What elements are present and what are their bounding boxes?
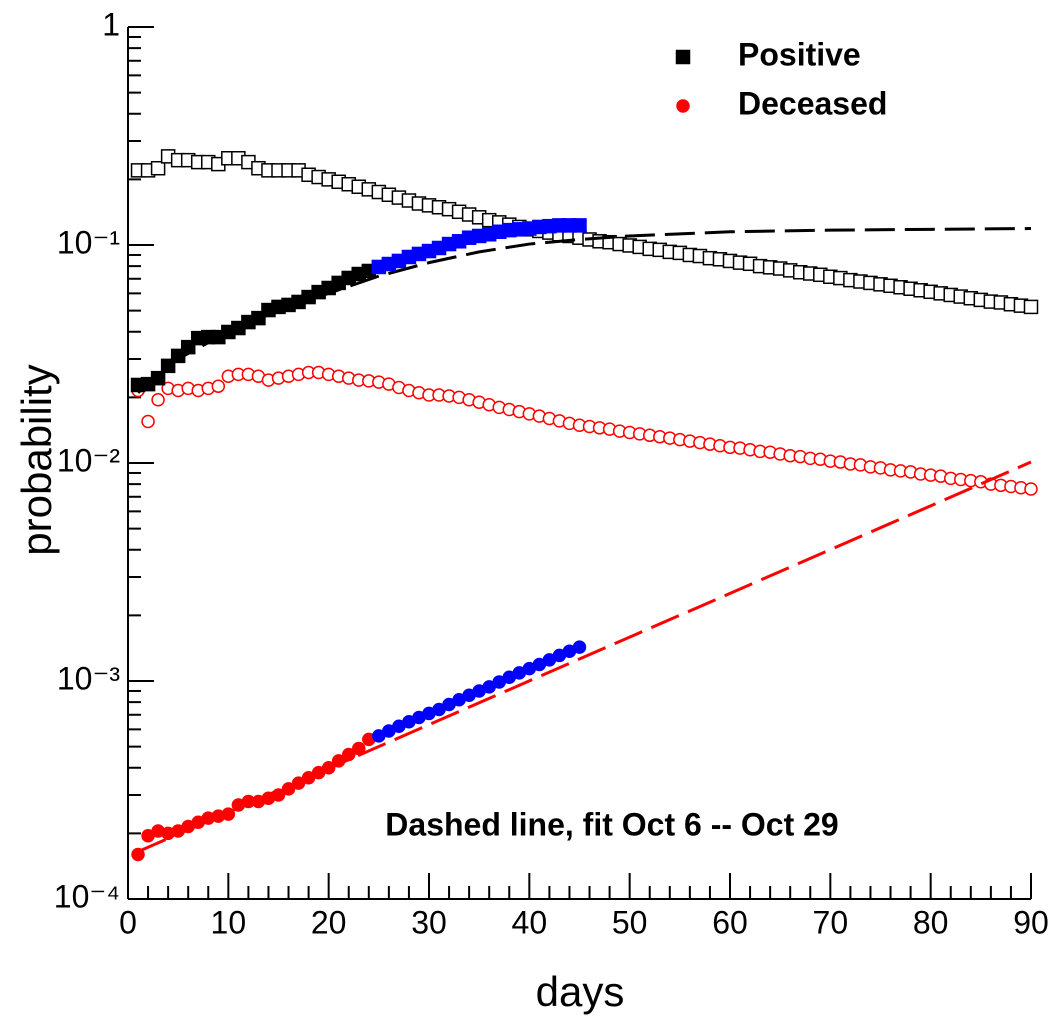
legend-label: Positive	[738, 36, 861, 72]
x-tick-label: 90	[1013, 904, 1049, 940]
marker	[271, 788, 286, 802]
marker	[1023, 299, 1039, 315]
x-tick-label: 10	[211, 904, 247, 940]
legend-marker	[675, 49, 691, 65]
marker	[221, 807, 236, 821]
marker	[211, 379, 226, 393]
marker	[572, 218, 587, 233]
y-tick-label: 10⁻³	[57, 660, 120, 696]
marker	[572, 640, 587, 654]
y-tick-label: 10⁻¹	[57, 224, 120, 260]
x-tick-label: 40	[512, 904, 548, 940]
legend-entry: Positive	[675, 36, 861, 72]
x-tick-label: 0	[119, 904, 137, 940]
marker	[150, 370, 166, 386]
x-tick-label: 60	[712, 904, 748, 940]
x-tick-label: 70	[813, 904, 849, 940]
marker	[352, 741, 366, 756]
y-tick-label: 1	[102, 6, 120, 42]
marker	[151, 393, 165, 407]
marker	[131, 847, 145, 862]
x-tick-label: 80	[913, 904, 949, 940]
x-tick-label: 30	[411, 904, 447, 940]
marker	[281, 782, 296, 796]
marker	[1024, 482, 1038, 496]
marker	[331, 754, 346, 768]
marker	[341, 747, 356, 762]
x-axis-label: days	[536, 968, 625, 1015]
legend-label: Deceased	[738, 85, 887, 121]
x-tick-label: 50	[612, 904, 648, 940]
y-tick-label: 10⁻⁴	[54, 878, 120, 914]
legend-marker	[676, 99, 690, 113]
y-axis-label: probability	[13, 364, 60, 555]
x-tick-label: 20	[311, 904, 347, 940]
annotation: Dashed line, fit Oct 6 -- Oct 29	[385, 806, 838, 842]
marker	[321, 761, 336, 775]
legend-entry: Deceased	[676, 85, 887, 121]
y-tick-label: 10⁻²	[57, 442, 120, 478]
marker	[141, 414, 155, 429]
marker	[150, 160, 166, 176]
